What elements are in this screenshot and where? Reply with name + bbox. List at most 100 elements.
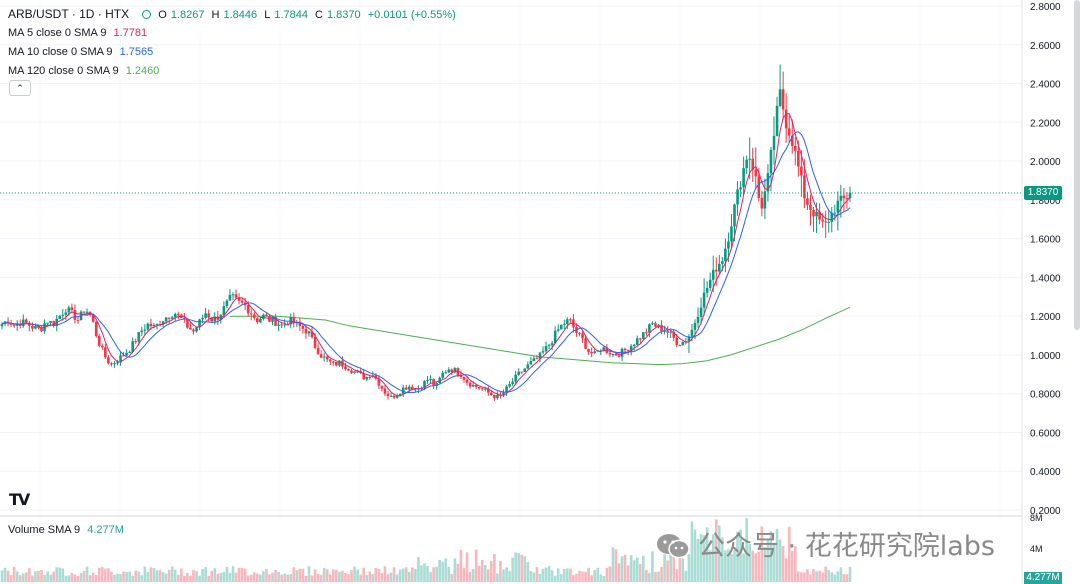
- candle-body: [222, 306, 226, 315]
- candle-body: [356, 371, 359, 373]
- candle-body: [833, 212, 837, 214]
- price-tick-label: 1.0000: [1030, 351, 1061, 362]
- volume-bar: [170, 566, 174, 582]
- candle-body: [556, 329, 560, 331]
- candle-body: [407, 386, 411, 390]
- volume-bar: [635, 557, 639, 582]
- volume-bar: [28, 567, 31, 582]
- candle-body: [21, 319, 25, 326]
- indicator-ma5[interactable]: MA 5 close 0 SMA 9 1.7781: [8, 27, 151, 39]
- volume-bar: [547, 566, 551, 582]
- candle-body: [82, 311, 86, 313]
- volume-bar: [319, 574, 323, 582]
- volume-bar: [225, 566, 229, 582]
- volume-bar: [407, 571, 411, 582]
- candle-body: [113, 363, 116, 365]
- candle-body: [173, 314, 177, 318]
- candle-body: [46, 322, 49, 324]
- candle-body: [6, 321, 10, 324]
- candle-body: [651, 323, 654, 325]
- volume-bar: [559, 574, 563, 582]
- candle-body: [638, 338, 642, 340]
- candle-body: [61, 314, 65, 316]
- volume-bar: [845, 574, 849, 582]
- volume-bar: [438, 560, 441, 582]
- candle-body: [149, 323, 153, 327]
- candle-body: [611, 354, 615, 356]
- volume-bar: [502, 569, 505, 582]
- volume-bar: [450, 574, 454, 582]
- candle-body: [368, 377, 372, 379]
- volume-bar: [0, 570, 4, 582]
- candle-body: [234, 294, 238, 298]
- volume-bar: [444, 558, 448, 582]
- volume-bar: [256, 573, 259, 582]
- volume-bar: [663, 554, 666, 582]
- volume-bar: [569, 568, 572, 582]
- candle-body: [15, 324, 19, 326]
- price-tick-label: 0.4000: [1030, 467, 1061, 478]
- candle-body: [459, 375, 463, 377]
- candle-body: [122, 355, 125, 357]
- candle-body: [292, 317, 296, 324]
- scrollbar[interactable]: [1074, 0, 1080, 330]
- candle-body: [824, 221, 827, 223]
- candle-body: [155, 324, 159, 326]
- candle-body: [550, 343, 554, 346]
- volume-bar: [526, 562, 530, 582]
- volume-bar: [471, 568, 475, 582]
- volume-bar: [426, 566, 429, 582]
- candle-body: [328, 359, 332, 362]
- candle-body: [632, 344, 636, 346]
- volume-bar: [833, 574, 837, 582]
- volume-bar: [140, 575, 144, 582]
- candle-body: [660, 325, 663, 332]
- volume-bar: [104, 568, 107, 582]
- volume-bar: [824, 566, 827, 582]
- indicator-ma10[interactable]: MA 10 close 0 SMA 9 1.7565: [8, 46, 157, 58]
- candle-body: [465, 379, 469, 383]
- indicator-value: 1.2460: [125, 65, 160, 77]
- volume-bar: [684, 570, 688, 582]
- volume-bar: [778, 539, 782, 582]
- candle-body: [669, 331, 672, 333]
- candle-body: [678, 345, 682, 347]
- candle-body: [614, 354, 618, 356]
- candle-body: [426, 380, 429, 382]
- candle-body: [450, 369, 454, 373]
- tradingview-logo-icon[interactable]: TV: [9, 490, 30, 509]
- volume-bar: [73, 574, 77, 582]
- volume-bar: [213, 568, 217, 582]
- candle-body: [249, 313, 253, 315]
- volume-bar: [389, 572, 393, 582]
- candle-body: [12, 324, 16, 326]
- candle-body: [316, 347, 320, 355]
- ma5-line: [1, 113, 851, 397]
- watermark: 公众号 · 花花研究院labs: [656, 524, 995, 563]
- volume-bar: [517, 553, 521, 582]
- volume-bar: [183, 575, 186, 582]
- volume-bar: [377, 569, 381, 582]
- candle-body: [696, 316, 700, 323]
- collapse-legend-button[interactable]: ⌃: [9, 80, 31, 96]
- volume-bar: [511, 557, 514, 582]
- volume-bar: [277, 571, 280, 582]
- change-value: +0.0101 (+0.55%): [367, 9, 456, 21]
- candle-body: [672, 331, 676, 338]
- volume-bar: [76, 575, 80, 582]
- volume-bar: [313, 569, 317, 582]
- volume-bar: [465, 552, 469, 582]
- candle-body: [319, 354, 323, 358]
- symbol-pair[interactable]: ARB/USDT · 1D · HTX: [8, 7, 130, 21]
- candle-body: [462, 376, 466, 380]
- price-tick-label: 1.8000: [1030, 196, 1061, 207]
- candle-body: [228, 294, 232, 301]
- volume-bar: [18, 575, 22, 582]
- volume-bar: [21, 573, 25, 582]
- indicator-volume[interactable]: Volume SMA 9 4.277M: [8, 524, 128, 536]
- volume-bar: [280, 574, 283, 582]
- volume-bar: [699, 534, 703, 582]
- indicator-ma120[interactable]: MA 120 close 0 SMA 9 1.2460: [8, 65, 163, 77]
- volume-bar: [204, 567, 207, 582]
